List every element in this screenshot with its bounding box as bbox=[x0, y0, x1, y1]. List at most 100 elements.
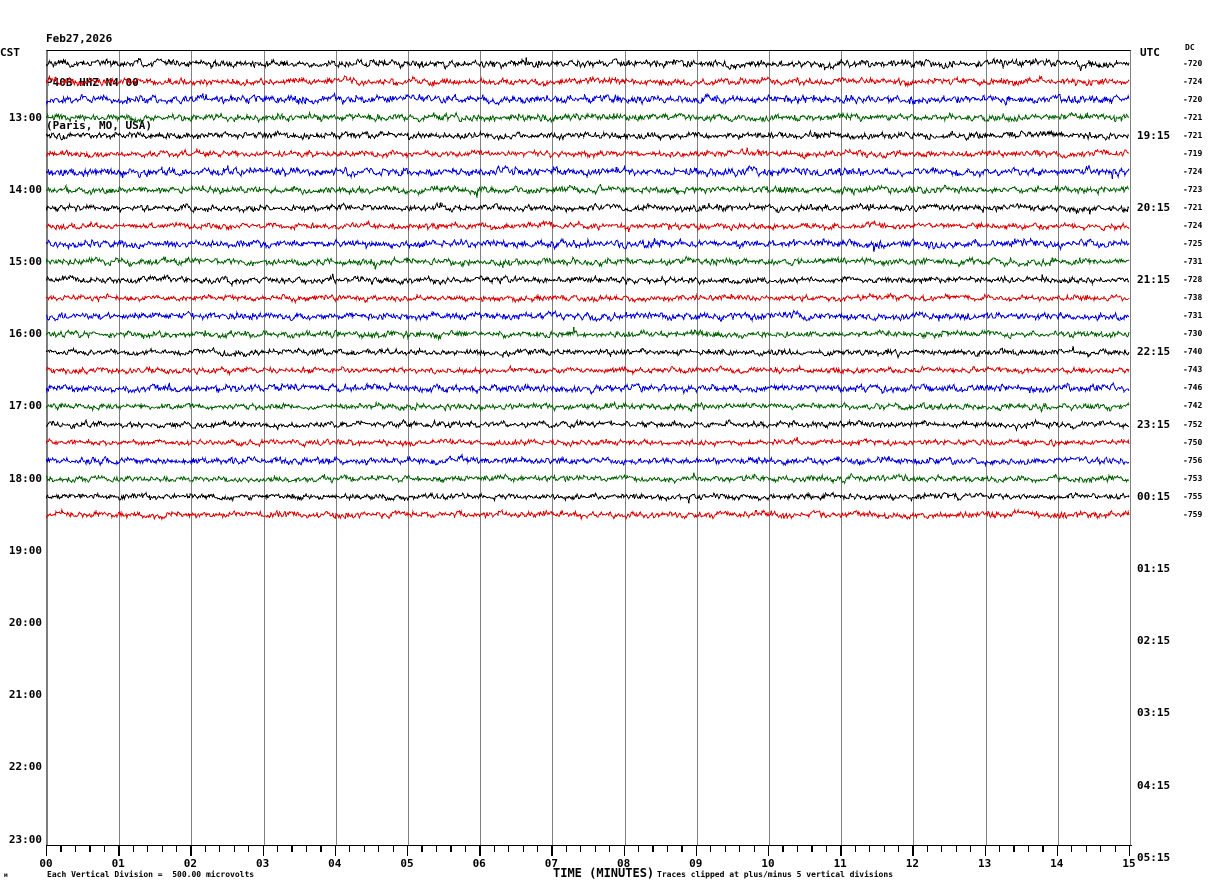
utc-time-label: 02:15 bbox=[1137, 634, 1171, 648]
x-tick-label: 09 bbox=[689, 857, 703, 870]
x-axis-ticks bbox=[46, 845, 1132, 859]
cst-time-label: 13:00 bbox=[8, 110, 42, 124]
cst-time-label: 21:00 bbox=[8, 688, 42, 702]
grid-line-minute-11 bbox=[841, 51, 843, 846]
dc-value: -723 bbox=[1183, 184, 1203, 194]
x-tick-minor bbox=[825, 845, 827, 852]
utc-time-label: 03:15 bbox=[1137, 706, 1171, 720]
x-tick-minor bbox=[724, 845, 726, 852]
x-tick-minor bbox=[219, 845, 221, 852]
clip-note: Traces clipped at plus/minus 5 vertical … bbox=[657, 870, 894, 879]
x-tick-minor bbox=[74, 845, 77, 852]
x-tick-minor bbox=[103, 845, 105, 852]
dc-value: -721 bbox=[1183, 130, 1203, 140]
grid-line-minute-13 bbox=[985, 51, 987, 846]
x-tick-minor bbox=[522, 845, 524, 852]
x-tick-minor bbox=[638, 845, 640, 852]
x-tick-minor bbox=[970, 845, 972, 852]
cst-time-label: 22:00 bbox=[8, 760, 42, 774]
x-tick-major bbox=[479, 845, 481, 856]
dc-value: -738 bbox=[1183, 293, 1203, 303]
x-tick-minor bbox=[782, 845, 784, 852]
utc-time-label: 20:15 bbox=[1137, 200, 1171, 214]
grid-line-minute-03 bbox=[263, 51, 265, 846]
x-tick-minor bbox=[609, 845, 611, 852]
x-tick-major bbox=[768, 845, 770, 856]
dc-value: -724 bbox=[1183, 76, 1203, 86]
dc-value: -746 bbox=[1183, 383, 1203, 393]
x-tick-minor bbox=[60, 845, 62, 852]
grid-line-minute-05 bbox=[408, 51, 409, 846]
x-tick-label: 10 bbox=[761, 857, 775, 870]
dc-value: -752 bbox=[1183, 419, 1203, 429]
x-tick-minor bbox=[132, 845, 134, 852]
cst-time-label: 20:00 bbox=[8, 616, 42, 630]
x-tick-minor bbox=[1071, 845, 1073, 852]
x-tick-minor bbox=[941, 845, 943, 852]
dc-value: -731 bbox=[1183, 257, 1203, 267]
x-tick-minor bbox=[464, 845, 466, 852]
header-date: Feb27,2026 bbox=[46, 32, 113, 45]
utc-time-label: 05:15 bbox=[1137, 850, 1171, 864]
utc-time-label: 23:15 bbox=[1137, 417, 1171, 431]
x-tick-minor bbox=[854, 845, 856, 852]
utc-time-label: 22:15 bbox=[1137, 345, 1171, 359]
x-tick-minor bbox=[594, 845, 596, 852]
x-tick-minor bbox=[926, 845, 929, 852]
utc-time-label: 21:15 bbox=[1137, 273, 1171, 287]
dc-value: -719 bbox=[1183, 148, 1203, 158]
x-tick-label: 01 bbox=[111, 857, 125, 870]
x-tick-label: 13 bbox=[977, 857, 992, 870]
x-tick-minor bbox=[999, 845, 1001, 852]
x-tick-major bbox=[1056, 845, 1059, 856]
x-tick-label: 05 bbox=[400, 857, 414, 870]
grid-line-minute-10 bbox=[769, 51, 770, 846]
dc-value: -721 bbox=[1183, 202, 1203, 212]
grid-line-minute-15 bbox=[1130, 51, 1131, 846]
x-tick-minor bbox=[421, 845, 423, 852]
dc-value: -740 bbox=[1183, 347, 1203, 357]
x-tick-minor bbox=[161, 845, 163, 852]
x-tick-minor bbox=[450, 845, 452, 852]
x-tick-major bbox=[912, 845, 914, 856]
cst-time-label: 16:00 bbox=[8, 327, 42, 341]
x-tick-major bbox=[334, 845, 337, 856]
utc-time-label: 04:15 bbox=[1137, 778, 1171, 792]
x-tick-major bbox=[118, 845, 120, 856]
x-tick-label: 02 bbox=[183, 857, 198, 870]
dc-value: -720 bbox=[1183, 94, 1203, 104]
dc-value: -759 bbox=[1183, 509, 1203, 519]
x-tick-major bbox=[407, 845, 409, 856]
x-tick-minor bbox=[175, 845, 178, 852]
left-timezone-label: CST bbox=[0, 46, 20, 59]
x-tick-label: 08 bbox=[616, 857, 631, 870]
x-tick-label: 06 bbox=[472, 857, 486, 870]
x-tick-minor bbox=[811, 845, 813, 852]
x-tick-major bbox=[262, 845, 264, 856]
x-tick-minor bbox=[897, 845, 900, 852]
x-tick-minor bbox=[435, 845, 438, 852]
dc-value: -720 bbox=[1183, 58, 1203, 68]
utc-time-label: 19:15 bbox=[1137, 128, 1171, 142]
x-tick-minor bbox=[955, 845, 957, 852]
x-tick-minor bbox=[681, 845, 683, 852]
plot-frame bbox=[46, 50, 1131, 846]
x-tick-label: 12 bbox=[905, 857, 920, 870]
x-tick-minor bbox=[1085, 845, 1087, 852]
x-tick-minor bbox=[320, 845, 322, 852]
cst-time-label: 19:00 bbox=[8, 543, 42, 557]
cst-time-label: 23:00 bbox=[8, 832, 42, 846]
x-tick-minor bbox=[580, 845, 582, 852]
x-tick-minor bbox=[349, 845, 351, 852]
grid-line-minute-01 bbox=[119, 51, 121, 846]
x-tick-minor bbox=[1114, 845, 1116, 852]
x-tick-minor bbox=[753, 845, 755, 852]
dc-value: -724 bbox=[1183, 220, 1203, 230]
x-tick-minor bbox=[493, 845, 495, 852]
right-timezone-label: UTC bbox=[1140, 46, 1160, 59]
x-tick-minor bbox=[869, 845, 871, 852]
x-tick-major bbox=[1129, 845, 1131, 856]
x-tick-minor bbox=[565, 845, 568, 852]
x-tick-minor bbox=[536, 845, 539, 852]
x-tick-minor bbox=[248, 845, 250, 852]
